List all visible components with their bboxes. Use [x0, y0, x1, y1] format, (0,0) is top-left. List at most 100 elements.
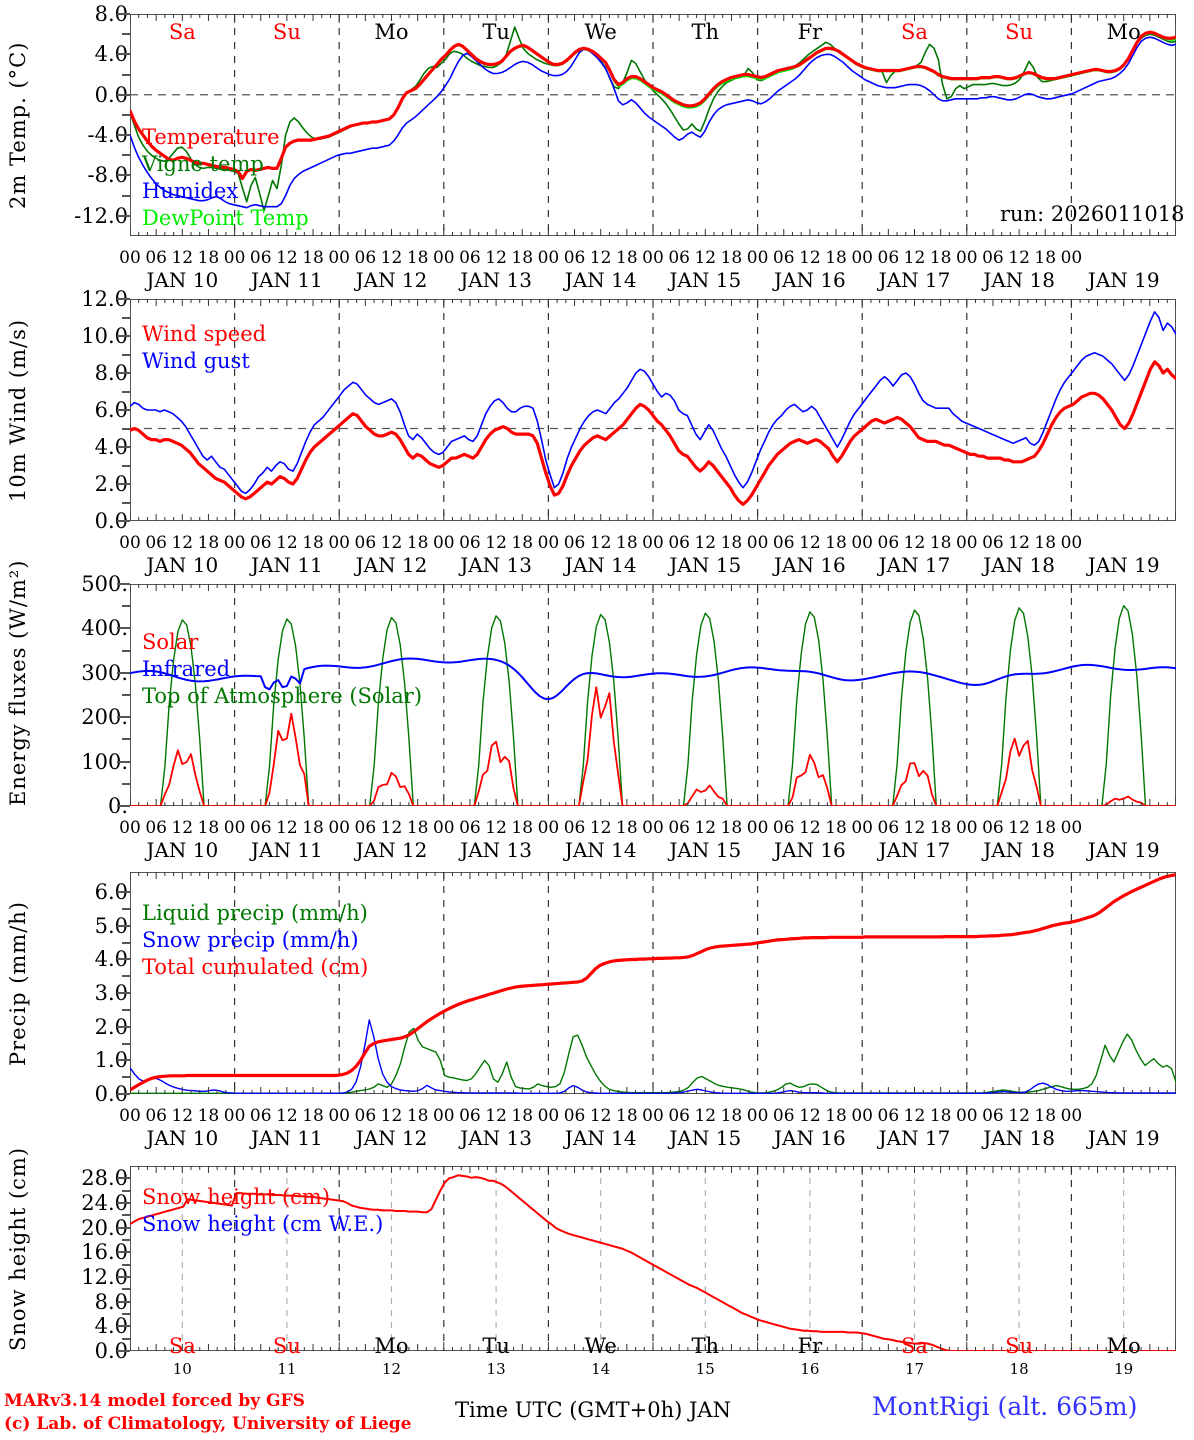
legend-item-wind-0: Wind speed	[142, 322, 267, 346]
dow-label-snowheight-7: Sa	[901, 1334, 928, 1358]
yaxis-label-energy: Energy fluxes (W/m²)	[6, 559, 30, 806]
ytick-mark-energy-3	[117, 716, 130, 719]
dow-label-snowheight-6: Fr	[797, 1334, 823, 1358]
ytick-mark-snowheight-2	[117, 1226, 130, 1229]
hour-label-precip-14: 12	[485, 1106, 507, 1126]
ytick-minor-wind-3	[122, 427, 130, 430]
day-label-wind-4: JAN 14	[564, 553, 637, 577]
hour-label-wind-13: 06	[459, 533, 481, 553]
hour-label-energy-10: 12	[380, 818, 403, 838]
day-label-energy-0: JAN 10	[146, 838, 219, 862]
hour-label-temperature-30: 12	[903, 248, 926, 268]
day-label-precip-3: JAN 13	[460, 1126, 532, 1150]
hour-label-energy-1: 06	[145, 818, 167, 838]
hour-label-precip-17: 06	[563, 1106, 586, 1126]
day-label-energy-2: JAN 12	[355, 838, 428, 862]
legend-item-precip-1: Snow precip (mm/h)	[142, 927, 359, 952]
hour-label-wind-20: 00	[642, 533, 664, 553]
hour-label-precip-6: 12	[276, 1106, 298, 1126]
ytick-minor-temperature-0	[122, 33, 130, 36]
hour-label-precip-3: 18	[197, 1106, 220, 1126]
chart-canvas-energy	[130, 584, 1176, 806]
hour-label-energy-9: 06	[354, 818, 377, 838]
ytick-mark-wind-6	[117, 520, 130, 522]
hour-label-wind-25: 06	[772, 533, 795, 553]
ytick-minor-energy-3	[122, 738, 130, 741]
ytick-mark-temperature-0	[117, 13, 130, 15]
ytick-mark-snowheight-1	[117, 1202, 130, 1204]
panel-temperature: 2m Temp. (°C) 8.0 4.0 0.0 -4.0 -8.0 -12.0 Tempe…	[0, 0, 1194, 292]
ytick-mark-snowheight-4	[117, 1276, 130, 1278]
ytick-mark-energy-1	[117, 627, 130, 630]
hour-label-wind-6: 12	[276, 533, 298, 553]
dow-label-temperature-9: Mo	[1106, 20, 1141, 44]
footer-model-credit: MARv3.14 model forced by GFS (c) Lab. of…	[4, 1390, 412, 1436]
ytick-minor-temperature-4	[122, 194, 130, 197]
hour-label-precip-33: 06	[982, 1106, 1004, 1126]
hour-label-precip-28: 00	[851, 1106, 874, 1126]
hour-label-energy-19: 18	[616, 818, 638, 838]
ytick-minor-wind-4	[122, 464, 130, 467]
ytick-mark-wind-3	[117, 409, 130, 411]
hour-label-energy-28: 00	[851, 818, 874, 838]
panel-snow-height: Snow height (cm) 28.0 24.0 20.0 16.0 12.0 8.0 4…	[0, 1147, 1194, 1382]
hour-label-temperature-3: 18	[197, 248, 220, 268]
dow-label-snowheight-1: Su	[272, 1334, 301, 1358]
ytick-mark-precip-6	[117, 1093, 130, 1095]
ytick-minor-snowheight-4	[122, 1288, 130, 1291]
day-label-energy-9: JAN 19	[1087, 838, 1160, 862]
hour-label-energy-27: 18	[825, 818, 847, 838]
hour-label-precip-31: 18	[929, 1106, 952, 1126]
day-label-precip-1: JAN 11	[251, 1126, 323, 1150]
day-number-1: 11	[277, 1360, 297, 1378]
hour-label-precip-2: 12	[171, 1106, 194, 1126]
hour-label-wind-2: 12	[171, 533, 194, 553]
hour-label-wind-21: 06	[668, 533, 690, 553]
hour-label-energy-25: 06	[772, 818, 795, 838]
day-label-precip-0: JAN 10	[146, 1126, 219, 1150]
ytick-mark-energy-4	[117, 760, 130, 763]
legend-wind: Wind speed Wind gust	[142, 321, 266, 375]
ytick-mark-temperature-2	[117, 93, 130, 96]
xaxis-title: Time UTC (GMT+0h) JAN	[455, 1398, 731, 1422]
chart-canvas-wind	[130, 299, 1176, 521]
day-label-wind-6: JAN 16	[774, 553, 846, 577]
day-number-4: 14	[591, 1360, 611, 1378]
hour-label-precip-12: 00	[432, 1106, 455, 1126]
day-label-wind-8: JAN 18	[983, 553, 1055, 577]
hour-label-temperature-31: 18	[929, 248, 952, 268]
panel-energy: Energy fluxes (W/m²) 500. 400. 300. 200. 100.…	[0, 559, 1194, 862]
ytick-minor-temperature-3	[122, 154, 130, 157]
hour-label-temperature-5: 06	[249, 248, 272, 268]
hour-label-energy-32: 00	[955, 818, 978, 838]
ytick-minor-energy-0	[122, 605, 130, 608]
hour-label-temperature-25: 06	[772, 248, 795, 268]
ytick-mark-wind-4	[117, 446, 130, 448]
hour-label-temperature-27: 18	[825, 248, 847, 268]
ytick-minor-energy-2	[122, 694, 130, 696]
hour-label-energy-3: 18	[197, 818, 220, 838]
legend-item-wind-1: Wind gust	[142, 348, 250, 373]
ytick-minor-wind-5	[122, 501, 130, 504]
dow-label-temperature-5: Th	[691, 20, 720, 44]
hour-label-wind-22: 12	[694, 533, 717, 553]
ytick-minor-energy-1	[122, 649, 130, 652]
day-label-temperature-3: JAN 13	[460, 268, 532, 292]
day-label-energy-4: JAN 14	[564, 838, 637, 862]
hour-label-precip-35: 18	[1034, 1106, 1057, 1126]
day-label-wind-7: JAN 17	[878, 553, 951, 577]
hour-label-precip-19: 18	[616, 1106, 638, 1126]
day-label-temperature-0: JAN 10	[146, 268, 219, 292]
dow-label-temperature-1: Su	[272, 20, 301, 44]
legend-item-energy-0: Solar	[142, 630, 199, 654]
hour-label-temperature-32: 00	[955, 248, 978, 268]
dow-label-snowheight-5: Th	[691, 1334, 720, 1358]
ytick-minor-precip-5	[122, 1076, 130, 1079]
hour-label-energy-30: 12	[903, 818, 926, 838]
hour-label-wind-17: 06	[563, 533, 586, 553]
day-label-temperature-6: JAN 16	[774, 268, 846, 292]
dow-label-temperature-7: Sa	[901, 20, 928, 44]
ytick-minor-precip-2	[122, 975, 130, 978]
hour-label-precip-27: 18	[825, 1106, 847, 1126]
hour-label-temperature-21: 06	[668, 248, 690, 268]
